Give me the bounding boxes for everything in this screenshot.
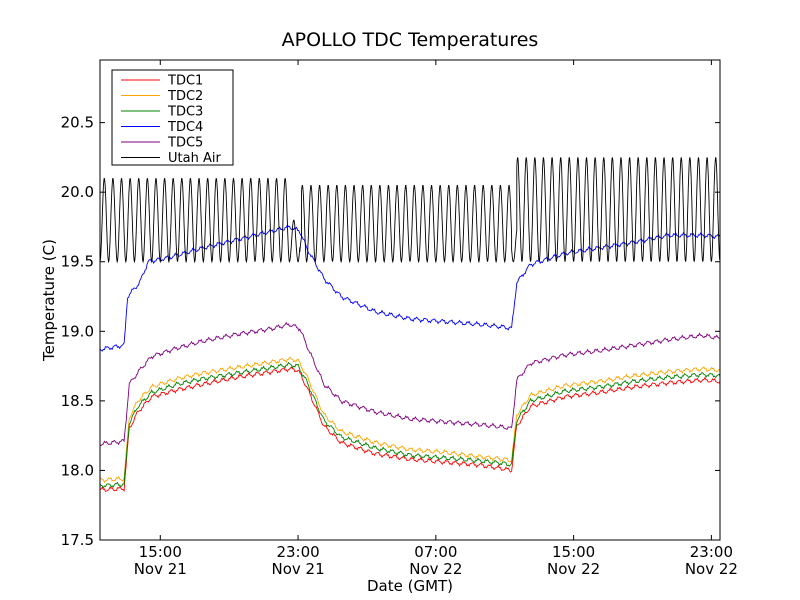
x-tick-label-time: 23:00: [690, 543, 733, 561]
x-tick-label-date: Nov 22: [409, 560, 462, 578]
legend-label: TDC1: [167, 74, 203, 89]
series-line-tdc1: [99, 366, 721, 493]
series-line-tdc5: [99, 321, 721, 447]
x-tick-label-time: 07:00: [414, 543, 457, 561]
series-layer: [99, 157, 721, 493]
legend-label: TDC4: [167, 120, 203, 135]
series-line-utah-air: [99, 157, 721, 264]
y-axis-label: Temperature (C): [40, 239, 58, 362]
x-tick-label-time: 15:00: [552, 543, 595, 561]
y-tick-label: 20.5: [61, 114, 94, 132]
y-tick-label: 19.0: [61, 322, 94, 340]
legend-label: TDC2: [167, 89, 203, 104]
plot-frame: [99, 59, 721, 541]
chart-title: APOLLO TDC Temperatures: [282, 29, 539, 51]
x-tick-label-date: Nov 22: [685, 560, 738, 578]
series-line-tdc3: [99, 361, 721, 489]
legend-label: Utah Air: [168, 151, 221, 166]
legend-label: TDC3: [167, 105, 203, 120]
x-tick-label-time: 23:00: [276, 543, 319, 561]
legend-box: [111, 69, 234, 166]
legend-label: TDC5: [167, 136, 203, 151]
y-tick-label: 20.0: [61, 183, 94, 201]
x-tick-label-date: Nov 22: [547, 560, 600, 578]
y-tick-label: 19.5: [61, 253, 94, 271]
x-tick-label-time: 15:00: [139, 543, 182, 561]
y-tick-label: 18.5: [61, 392, 94, 410]
series-line-tdc2: [99, 356, 721, 484]
y-tick-label: 17.5: [61, 531, 94, 549]
x-tick-label-date: Nov 21: [271, 560, 324, 578]
x-tick-label-date: Nov 21: [134, 560, 187, 578]
y-tick-label: 18.0: [61, 461, 94, 479]
x-axis-label: Date (GMT): [367, 577, 453, 595]
